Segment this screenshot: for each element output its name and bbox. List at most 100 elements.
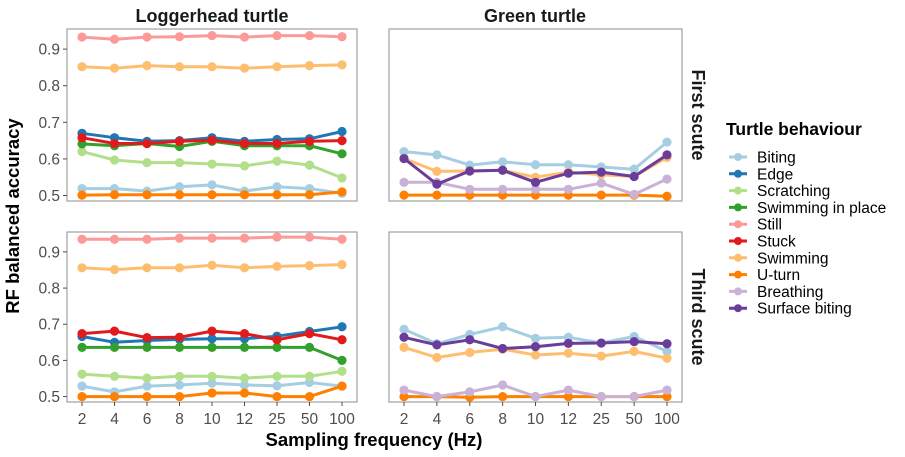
- legend-item-stuck: Stuck: [729, 234, 796, 251]
- x-tick-label: 8: [498, 411, 507, 428]
- data-point: [337, 335, 347, 345]
- series-biting: [77, 180, 347, 198]
- data-point: [109, 265, 120, 275]
- data-point: [77, 342, 87, 352]
- data-point: [304, 60, 315, 71]
- data-point: [174, 391, 185, 402]
- legend-label: Scratching: [757, 183, 830, 200]
- data-point: [272, 62, 282, 72]
- y-tick-label: 0.9: [38, 244, 60, 261]
- data-point: [399, 153, 409, 164]
- data-point: [304, 261, 315, 271]
- data-point: [109, 326, 120, 336]
- y-tick-label: 0.8: [38, 281, 60, 298]
- y-tick-label: 0.9: [38, 42, 60, 59]
- data-point: [109, 234, 120, 244]
- data-point: [207, 342, 217, 352]
- x-tick-label: 4: [433, 411, 442, 428]
- legend-label: Swimming in place: [757, 200, 886, 217]
- y-axis-title: RF balanced accuracy: [2, 118, 23, 314]
- y-tick-label: 0.7: [38, 115, 60, 132]
- data-point: [399, 146, 409, 157]
- legend-key-point: [734, 304, 742, 313]
- data-point: [77, 62, 87, 72]
- panel-green-turtle-first-scute: [388, 28, 683, 202]
- data-point: [498, 184, 508, 194]
- panel-loggerhead-turtle-third-scute: 0.5 0.6 0.7 0.8 0.9 2 4 6 8 10 12 25 50 100: [38, 231, 358, 428]
- data-point: [77, 183, 87, 194]
- legend-item-biting: Biting: [729, 150, 796, 167]
- data-point: [239, 263, 250, 273]
- data-point: [432, 340, 442, 350]
- data-point: [239, 380, 250, 390]
- data-point: [432, 190, 442, 200]
- data-point: [77, 329, 87, 339]
- legend-key-point: [734, 186, 742, 195]
- data-point: [498, 157, 508, 167]
- data-point: [174, 371, 185, 381]
- facet-title-first-scute: First scute: [688, 69, 708, 160]
- data-point: [399, 385, 409, 395]
- data-point: [629, 171, 639, 182]
- series-scratching: [77, 146, 347, 183]
- data-point: [207, 326, 217, 336]
- legend-label: Swimming: [757, 250, 828, 267]
- data-point: [498, 165, 508, 175]
- data-point: [174, 332, 185, 342]
- legend-key-point: [734, 203, 742, 212]
- data-point: [596, 178, 606, 188]
- data-point: [530, 342, 541, 352]
- data-point: [662, 391, 672, 402]
- data-point: [662, 150, 672, 160]
- data-point: [207, 135, 217, 145]
- data-point: [337, 60, 347, 70]
- panel-border: [388, 231, 683, 403]
- x-tick-label: 50: [626, 411, 644, 428]
- x-tick-label: 100: [329, 411, 355, 428]
- x-tick-label: 25: [268, 411, 285, 428]
- x-tick-label: 2: [78, 411, 87, 428]
- data-point: [530, 350, 541, 360]
- data-point: [563, 338, 573, 349]
- x-tick-label: 4: [110, 411, 119, 428]
- data-point: [77, 369, 87, 379]
- data-point: [207, 371, 217, 381]
- data-point: [174, 136, 185, 146]
- data-point: [662, 137, 672, 147]
- data-point: [563, 160, 573, 170]
- data-point: [109, 391, 120, 402]
- series-biting: [399, 137, 672, 174]
- data-point: [239, 388, 250, 398]
- data-point: [465, 387, 475, 397]
- legend-item-still: Still: [729, 217, 782, 234]
- data-point: [337, 126, 347, 137]
- data-point: [142, 190, 152, 200]
- data-point: [109, 34, 120, 44]
- data-point: [109, 155, 120, 165]
- data-point: [662, 353, 672, 363]
- data-point: [174, 32, 185, 42]
- data-point: [399, 332, 409, 342]
- data-point: [337, 355, 347, 366]
- data-point: [142, 381, 152, 391]
- data-point: [337, 173, 347, 183]
- legend-key-point: [734, 253, 742, 262]
- data-point: [142, 342, 152, 352]
- data-point: [109, 138, 120, 149]
- data-point: [596, 351, 606, 361]
- data-point: [239, 32, 250, 42]
- data-point: [563, 348, 573, 358]
- data-point: [142, 234, 152, 244]
- data-point: [530, 333, 541, 343]
- data-point: [272, 381, 282, 391]
- facet-title-loggerhead: Loggerhead turtle: [135, 6, 288, 26]
- data-point: [399, 177, 409, 187]
- legend-item-swimming-in-place: Swimming in place: [729, 200, 886, 217]
- facet-title-green: Green turtle: [484, 6, 586, 26]
- data-point: [207, 62, 217, 72]
- series-u-turn: [77, 187, 347, 200]
- data-point: [272, 342, 282, 352]
- data-point: [174, 263, 185, 273]
- series-stuck: [77, 133, 347, 149]
- data-point: [77, 146, 87, 157]
